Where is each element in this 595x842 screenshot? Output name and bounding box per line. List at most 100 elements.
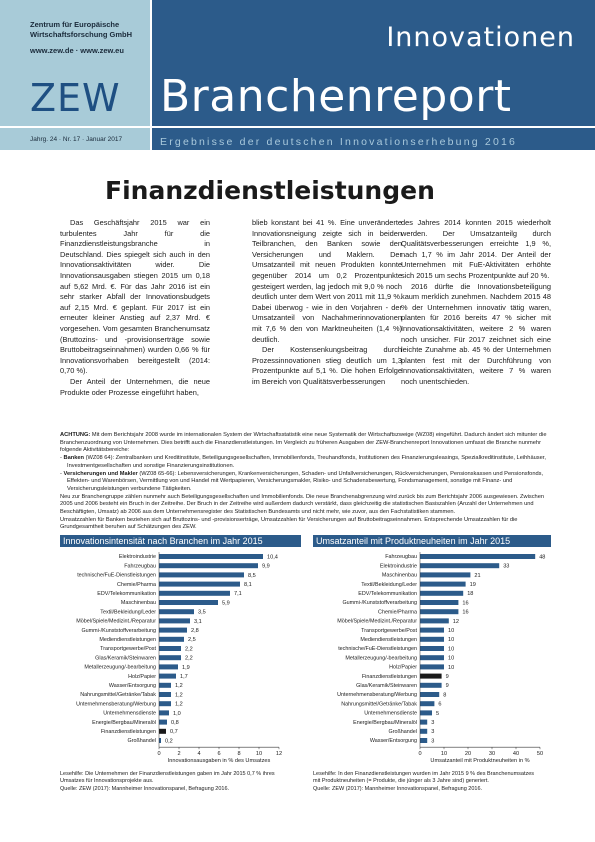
category-label: technische/FuE-Dienstleistungen xyxy=(338,646,417,652)
note-paragraph: Neu zur Branchengruppe zählen nunmehr au… xyxy=(60,493,545,516)
note-lead-label: ACHTUNG: xyxy=(60,432,91,438)
data-label: 18 xyxy=(467,591,473,597)
bar xyxy=(420,618,449,624)
bar xyxy=(159,682,171,688)
category-label: Fahrzeugbau xyxy=(385,554,417,560)
paragraph: blieb konstant bei 41 %. Eine unveränder… xyxy=(252,218,402,344)
category-label: Metallerzeugung/-bearbeitung xyxy=(84,665,156,671)
x-tick-label: 40 xyxy=(513,751,519,757)
category-label: Maschinenbau xyxy=(121,600,156,606)
category-label: Unternehmensberatung/Werbung xyxy=(76,701,156,707)
category-label: Elektroindustrie xyxy=(119,554,156,560)
data-label: 0,2 xyxy=(165,738,173,744)
organisation-name: Zentrum für Europäische Wirtschaftsforsc… xyxy=(30,20,145,40)
x-tick-label: 0 xyxy=(418,751,421,757)
series-title: Innovationen xyxy=(386,22,575,53)
bar xyxy=(159,692,171,697)
x-axis-title: Umsatzanteil mit Produktneuheiten in % xyxy=(430,758,529,764)
category-label: Großhandel xyxy=(128,738,156,744)
paragraph: Der Kostensenkungsbeitrag durch Prozessi… xyxy=(252,345,402,386)
data-label: 3 xyxy=(431,720,434,726)
bar xyxy=(159,581,240,587)
category-label: EDV/Telekommunikation xyxy=(97,591,156,597)
bar xyxy=(159,609,194,615)
article-column-1: Das Geschäftsjahr 2015 war ein turbulent… xyxy=(60,218,210,398)
caption-reading-aid: Lesehilfe: In den Finanzdienstleistungen… xyxy=(313,771,535,777)
data-label: 12 xyxy=(453,619,459,625)
category-label: Gummi-/Kunststoffverarbeitung xyxy=(342,600,417,606)
bar xyxy=(420,572,471,578)
category-label: Chemie/Pharma xyxy=(117,582,156,588)
category-label: Textil/Bekleidung/Leder xyxy=(361,582,417,588)
website-links[interactable]: www.zew.de · www.zew.eu xyxy=(30,46,124,55)
category-label: Energie/Bergbau/Mineralöl xyxy=(353,720,417,726)
bar xyxy=(159,673,176,679)
x-tick-label: 50 xyxy=(537,751,543,757)
category-label: Glas/Keramik/Steinwaren xyxy=(95,655,156,661)
methodology-note: ACHTUNG: Mit dem Berichtsjahr 2008 wurde… xyxy=(60,432,551,532)
x-tick-label: 2 xyxy=(177,751,180,757)
bar xyxy=(420,710,432,716)
data-label: 3 xyxy=(431,729,434,735)
note-lead-text: Mit dem Berichtsjahr 2008 wurde im inter… xyxy=(60,432,547,454)
data-label: 3 xyxy=(431,738,434,744)
data-label: 33 xyxy=(503,564,509,570)
data-label: 21 xyxy=(474,573,480,579)
x-tick-label: 4 xyxy=(197,751,200,757)
data-label: 10 xyxy=(448,637,454,643)
data-label: 5,9 xyxy=(222,600,230,606)
data-label: 8,1 xyxy=(244,582,252,588)
chart-product-novelty-share: Umsatzanteil mit Produktneuheiten im Jah… xyxy=(313,535,551,765)
zew-logo: ZEW xyxy=(30,76,121,120)
bar xyxy=(420,664,444,670)
caption-source: Quelle: ZEW (2017): Mannheimer Innovatio… xyxy=(60,785,230,792)
note-bullet-banken: - Banken (WZ08 64): Zentralbanken und Kr… xyxy=(60,455,546,469)
data-label: 1,2 xyxy=(175,702,183,708)
category-label: Glas/Keramik/Steinwaren xyxy=(356,683,417,689)
x-tick-label: 0 xyxy=(157,751,160,757)
x-tick-label: 10 xyxy=(441,751,447,757)
category-label: Transportgewerbe/Post xyxy=(100,646,156,652)
data-label: 2,2 xyxy=(185,646,193,652)
bar xyxy=(420,673,442,679)
data-label: 5 xyxy=(436,711,439,717)
category-label: Textil/Bekleidung/Leder xyxy=(100,609,156,615)
bar xyxy=(420,682,442,688)
header-separator xyxy=(0,126,595,128)
data-label: 1,9 xyxy=(182,665,190,671)
category-label: Metallerzeugung/-bearbeitung xyxy=(345,655,417,661)
bar xyxy=(159,572,244,578)
bar xyxy=(159,710,169,716)
caption-reading-aid: Lesehilfe: Die Unternehmen der Finanzdie… xyxy=(60,771,275,777)
category-label: Fahrzeugbau xyxy=(124,563,156,569)
data-label: 10 xyxy=(448,646,454,652)
chart-caption-2: Lesehilfe: In den Finanzdienstleistungen… xyxy=(313,771,553,793)
category-label: EDV/Telekommunikation xyxy=(358,591,417,597)
data-label: 16 xyxy=(462,610,468,616)
chart-innovation-intensity: Innovationsintensität nach Branchen im J… xyxy=(60,535,301,765)
data-label: 48 xyxy=(539,554,545,560)
x-tick-label: 12 xyxy=(276,751,282,757)
data-label: 3,1 xyxy=(194,619,202,625)
org-line-1: Zentrum für Europäische xyxy=(30,20,120,29)
paragraph: Das Geschäftsjahr 2015 war ein turbulent… xyxy=(60,218,210,376)
bar xyxy=(420,692,440,697)
category-label: Möbel/Spiele/Medizint./Reparatur xyxy=(337,619,417,625)
data-label: 10 xyxy=(448,656,454,662)
x-tick-label: 30 xyxy=(489,751,495,757)
category-label: Unternehmensdienste xyxy=(364,711,417,717)
note-paragraph: Umsatzzahlen für Banken beziehen sich au… xyxy=(60,516,518,531)
x-tick-label: 10 xyxy=(256,751,262,757)
category-label: Finanzdienstleistungen xyxy=(362,674,417,680)
paragraph: Der Anteil der Unternehmen, die neue Pro… xyxy=(60,376,210,397)
bar xyxy=(420,719,428,725)
x-tick-label: 20 xyxy=(465,751,471,757)
data-label: 8,5 xyxy=(248,573,256,579)
data-label: 9 xyxy=(446,674,449,680)
bar xyxy=(420,590,464,596)
data-label: 1,0 xyxy=(173,711,181,717)
bar xyxy=(159,655,181,661)
data-label: 7,1 xyxy=(234,591,242,597)
category-label: Nahrungsmittel/Getränke/Tabak xyxy=(80,692,156,698)
category-label: Mediendienstleistungen xyxy=(360,637,417,643)
